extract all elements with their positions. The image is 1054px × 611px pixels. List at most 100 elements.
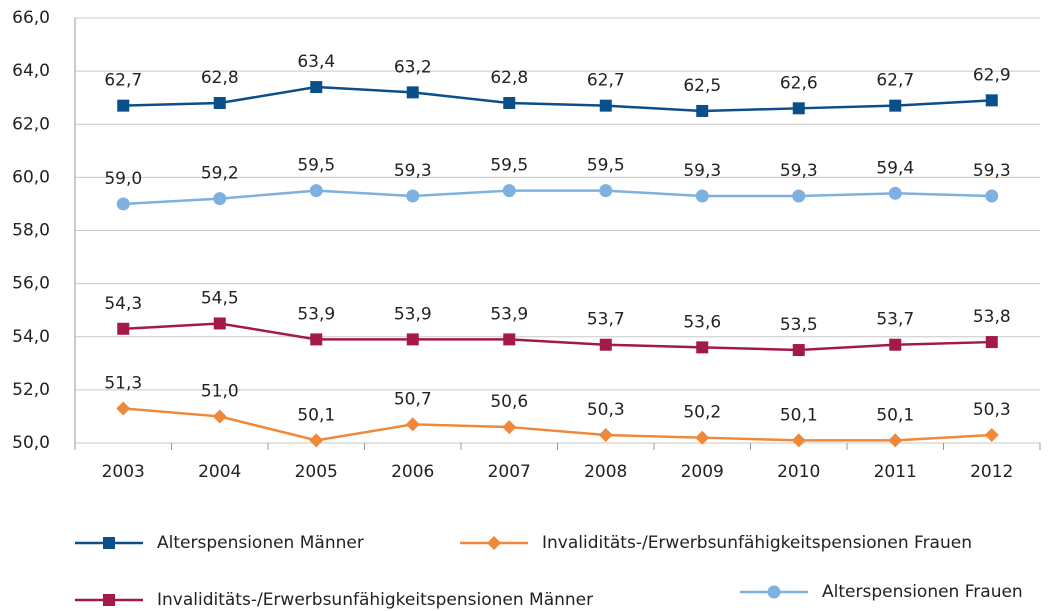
series-line <box>123 85 992 113</box>
data-label: 50,1 <box>780 405 818 425</box>
legend-label: Invaliditäts-/Erwerbsunfähigkeitspension… <box>157 590 593 610</box>
data-point <box>502 184 516 198</box>
data-point <box>213 192 227 206</box>
series-line <box>123 407 992 442</box>
data-point <box>985 189 999 203</box>
data-label: 62,9 <box>973 65 1011 85</box>
data-label: 50,3 <box>973 400 1011 420</box>
data-point <box>310 81 323 94</box>
data-label: 62,8 <box>201 68 239 88</box>
data-point <box>406 189 420 203</box>
data-point <box>695 189 709 203</box>
x-tick-label: 2010 <box>777 462 820 482</box>
data-point <box>985 94 998 107</box>
y-tick-label: 54,0 <box>12 327 50 347</box>
legend-marker <box>103 537 115 549</box>
data-point <box>503 333 516 346</box>
x-tick-label: 2007 <box>488 462 531 482</box>
data-point <box>213 317 226 330</box>
data-point <box>695 430 710 445</box>
data-label: 50,1 <box>297 405 335 425</box>
data-point <box>696 341 709 354</box>
x-tick-label: 2009 <box>681 462 724 482</box>
data-point <box>599 184 613 198</box>
data-label: 53,8 <box>973 307 1011 327</box>
data-label: 62,7 <box>104 71 142 91</box>
data-point <box>791 433 806 448</box>
data-point <box>889 99 902 112</box>
data-point <box>405 417 420 432</box>
data-label: 50,1 <box>876 405 914 425</box>
y-tick-label: 62,0 <box>12 114 50 134</box>
data-label: 59,3 <box>394 161 432 181</box>
data-label: 63,2 <box>394 57 432 77</box>
data-point <box>888 186 902 200</box>
y-tick-label: 52,0 <box>12 380 50 400</box>
legend-marker <box>487 536 501 550</box>
y-tick-label: 66,0 <box>12 8 50 28</box>
data-label: 53,6 <box>683 312 721 332</box>
data-label: 59,5 <box>490 156 528 176</box>
data-point <box>406 333 419 346</box>
legend-marker <box>767 585 781 599</box>
data-label: 59,4 <box>876 158 914 178</box>
data-label: 54,3 <box>104 294 142 314</box>
data-label: 53,5 <box>780 315 818 335</box>
data-label: 59,2 <box>201 164 239 184</box>
y-tick-label: 60,0 <box>12 167 50 187</box>
data-point <box>792 344 805 357</box>
data-label: 50,3 <box>587 400 625 420</box>
data-label: 50,2 <box>683 403 721 423</box>
data-label: 59,3 <box>973 161 1011 181</box>
data-point <box>309 433 324 448</box>
data-label: 53,9 <box>297 304 335 324</box>
data-point <box>309 184 323 198</box>
data-point <box>889 338 902 351</box>
data-label: 53,7 <box>876 310 914 330</box>
data-point <box>599 338 612 351</box>
data-point <box>598 428 613 443</box>
series-line <box>123 189 992 206</box>
data-label: 53,9 <box>490 304 528 324</box>
data-label: 50,7 <box>394 389 432 409</box>
data-point <box>502 420 517 435</box>
data-label: 53,7 <box>587 310 625 330</box>
legend-marker <box>103 594 115 606</box>
data-point <box>792 189 806 203</box>
data-point <box>117 322 130 335</box>
data-label: 50,6 <box>490 392 528 412</box>
data-label: 62,8 <box>490 68 528 88</box>
data-label: 59,5 <box>587 156 625 176</box>
data-label: 63,4 <box>297 52 335 72</box>
legend-label: Alterspensionen Frauen <box>822 582 1023 602</box>
data-label: 62,6 <box>780 73 818 93</box>
data-label: 59,5 <box>297 156 335 176</box>
data-point <box>116 401 131 416</box>
data-point <box>406 86 419 99</box>
x-tick-label: 2003 <box>102 462 145 482</box>
series-line <box>123 322 992 352</box>
data-label: 54,5 <box>201 288 239 308</box>
data-label: 59,3 <box>780 161 818 181</box>
data-point <box>696 104 709 117</box>
data-point <box>599 99 612 112</box>
x-tick-label: 2006 <box>391 462 434 482</box>
x-tick-label: 2012 <box>970 462 1013 482</box>
y-tick-label: 56,0 <box>12 274 50 294</box>
x-tick-label: 2005 <box>295 462 338 482</box>
x-tick-label: 2004 <box>198 462 241 482</box>
y-tick-label: 64,0 <box>12 61 50 81</box>
data-label: 59,3 <box>683 161 721 181</box>
y-tick-label: 58,0 <box>12 221 50 241</box>
data-label: 53,9 <box>394 304 432 324</box>
data-point <box>985 336 998 349</box>
data-label: 51,0 <box>201 381 239 401</box>
data-point <box>212 409 227 424</box>
data-point <box>503 97 516 109</box>
y-tick-label: 50,0 <box>12 433 50 453</box>
data-point <box>792 102 805 115</box>
data-label: 62,7 <box>876 71 914 91</box>
data-label: 62,5 <box>683 76 721 96</box>
data-point <box>213 97 226 109</box>
